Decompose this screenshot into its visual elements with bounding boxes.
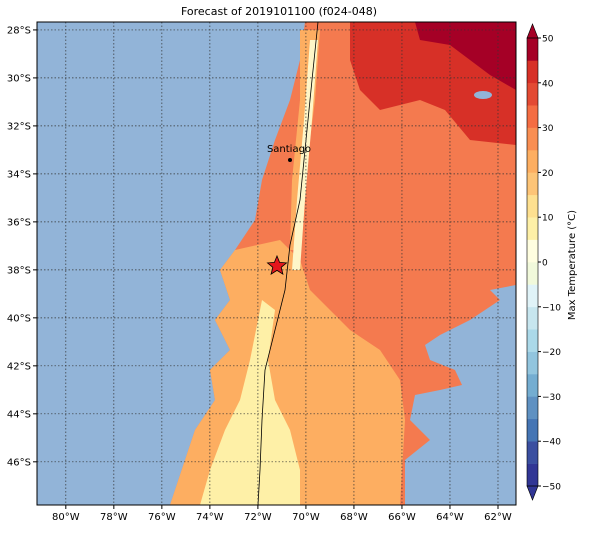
colorbar-segment: [527, 284, 538, 308]
graticule: [37, 22, 516, 505]
y-tick-label: 40°S: [7, 313, 31, 324]
colorbar-extend-top: [526, 23, 539, 39]
colorbar: 50 40 30 20 10 0 −10 −20 −30 −40 −50: [526, 23, 561, 501]
x-tick-label: 68°W: [340, 512, 368, 523]
colorbar-segment: [527, 38, 538, 61]
y-tick-label: 44°S: [7, 409, 31, 420]
colorbar-segment: [527, 127, 538, 151]
colorbar-segment: [527, 351, 538, 375]
colorbar-tick-label: 50: [542, 35, 554, 45]
y-tick-label: 28°S: [7, 25, 31, 36]
colorbar-tick-label: 10: [542, 214, 554, 224]
colorbar-tick-label: 0: [542, 259, 548, 269]
x-tick-label: 64°W: [436, 512, 464, 523]
colorbar-segment: [527, 463, 538, 487]
axes: 80°W 78°W 76°W 74°W 72°W 70°W 68°W 66°W 64°W 62°W…: [7, 25, 512, 523]
colorbar-label: Max Temperature (°C): [567, 210, 578, 320]
colorbar-segment: [527, 239, 538, 263]
y-tick-label: 46°S: [7, 457, 31, 468]
x-tick-label: 76°W: [148, 512, 176, 523]
andes-cool: [292, 40, 318, 270]
colorbar-tick-label: −30: [542, 393, 561, 403]
colorbar-tick-label: −40: [542, 438, 561, 448]
colorbar-segment: [527, 105, 538, 128]
x-tick-label: 80°W: [52, 512, 80, 523]
colorbar-tick-label: −50: [542, 483, 561, 493]
star-marker: [266, 254, 288, 275]
map-area: Santiago: [37, 22, 516, 505]
cool-region: [200, 300, 300, 505]
colorbar-segment: [527, 60, 538, 84]
y-tick-label: 36°S: [7, 217, 31, 228]
colorbar-segment: [527, 217, 538, 240]
title: Forecast of 2019101100 (f024-048): [181, 5, 377, 18]
colorbar-segment: [527, 374, 538, 397]
colorbar-segment: [527, 418, 538, 442]
y-tick-label: 32°S: [7, 121, 31, 132]
city-marker: [288, 158, 292, 162]
map-frame: [36, 21, 517, 506]
hot-region: [415, 22, 516, 90]
colorbar-segment: [527, 262, 538, 285]
colorbar-tick-label: 30: [542, 124, 554, 134]
x-tick-label: 70°W: [292, 512, 320, 523]
colorbar-segment: [527, 82, 538, 106]
y-tick-label: 42°S: [7, 361, 31, 372]
colorbar-tick-label: −20: [542, 348, 561, 358]
colorbar-tick-label: −10: [542, 303, 561, 313]
border: [257, 22, 319, 505]
x-tick-label: 62°W: [484, 512, 512, 523]
y-tick-label: 38°S: [7, 265, 31, 276]
colorbar-tick-label: 40: [542, 79, 554, 89]
y-tick-label: 34°S: [7, 169, 31, 180]
x-tick-label: 72°W: [244, 512, 272, 523]
y-tick-label: 30°S: [7, 73, 31, 84]
colorbar-segment: [527, 150, 538, 173]
x-tick-label: 78°W: [100, 512, 128, 523]
city-label: Santiago: [267, 144, 311, 155]
colorbar-extend-bottom: [526, 485, 539, 501]
x-tick-label: 66°W: [388, 512, 416, 523]
colorbar-segment: [527, 396, 538, 420]
colorbar-segment: [527, 306, 538, 330]
x-tick-label: 74°W: [196, 512, 224, 523]
colorbar-segment: [527, 329, 538, 352]
colorbar-segment: [527, 194, 538, 218]
lake: [474, 91, 492, 99]
colorbar-segment: [527, 172, 538, 196]
colorbar-tick-label: 20: [542, 169, 554, 179]
colorbar-segment: [527, 441, 538, 464]
